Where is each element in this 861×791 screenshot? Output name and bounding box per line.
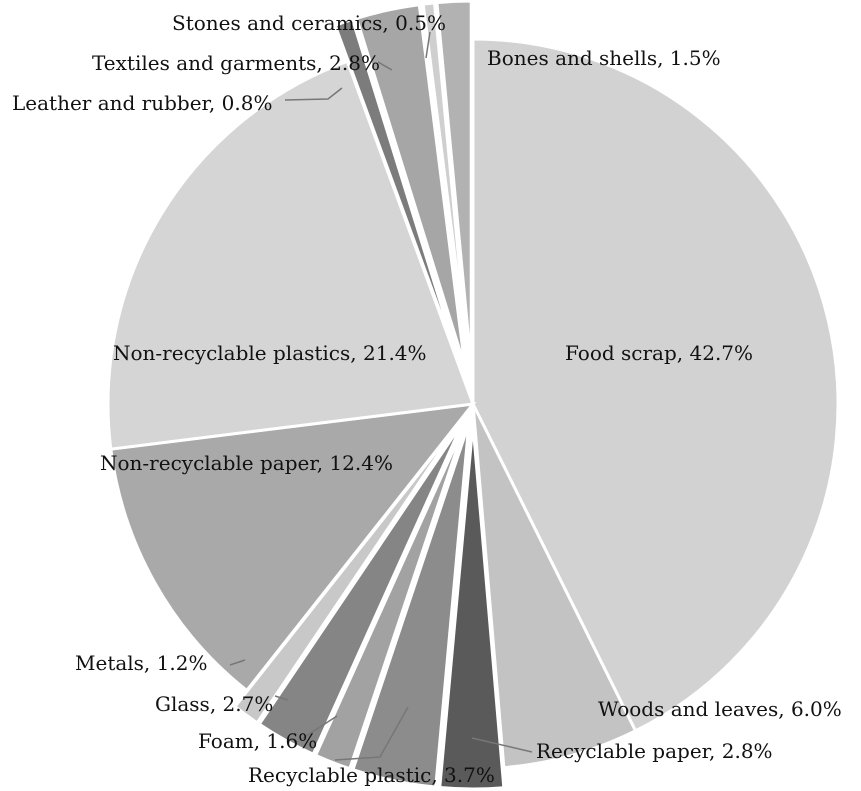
leader-line-10	[377, 61, 393, 71]
slice-label-11: Stones and ceramics, 0.5%	[172, 11, 446, 35]
leader-line-2	[471, 737, 533, 753]
slice-label-12: Bones and shells, 1.5%	[487, 46, 721, 70]
pie-slice-8	[106, 59, 476, 451]
pie-slice-10	[354, 3, 467, 368]
slice-label-8: Non-recyclable plastics, 21.4%	[113, 341, 427, 365]
pie-slice-2	[438, 423, 506, 791]
leader-line-3	[334, 706, 409, 761]
pie-slice-7	[109, 402, 477, 693]
leader-line-11	[425, 31, 431, 59]
pie-slice-1	[471, 403, 638, 770]
slice-label-5: Glass, 2.7%	[155, 692, 273, 716]
pie-slice-11	[421, 1, 471, 367]
pie-slice-9	[333, 17, 463, 369]
pie-slice-0	[471, 37, 840, 733]
leader-lines	[229, 31, 533, 761]
leader-line-6	[229, 659, 246, 666]
pie-slice-4	[313, 422, 468, 771]
pie-slices	[106, 0, 840, 791]
pie-slice-12	[435, 0, 473, 367]
slice-label-2: Recyclable paper, 2.8%	[536, 739, 773, 763]
slice-label-0: Food scrap, 42.7%	[565, 341, 753, 365]
leader-line-5	[274, 695, 289, 701]
pie-slice-6	[232, 419, 463, 725]
slice-label-7: Non-recyclable paper, 12.4%	[100, 451, 393, 475]
slice-label-1: Woods and leaves, 6.0%	[598, 697, 842, 721]
pie-slice-5	[257, 420, 465, 757]
pie-slice-3	[351, 423, 471, 789]
slice-label-4: Foam, 1.6%	[198, 729, 317, 753]
leader-line-9	[284, 87, 343, 101]
slice-label-6: Metals, 1.2%	[75, 651, 207, 675]
slice-label-9: Leather and rubber, 0.8%	[12, 91, 272, 115]
slice-label-10: Textiles and garments, 2.8%	[92, 51, 380, 75]
leader-line-4	[299, 715, 338, 741]
slice-labels: Food scrap, 42.7% Woods and leaves, 6.0% R…	[12, 11, 842, 787]
slice-label-3: Recyclable plastic, 3.7%	[248, 763, 495, 787]
